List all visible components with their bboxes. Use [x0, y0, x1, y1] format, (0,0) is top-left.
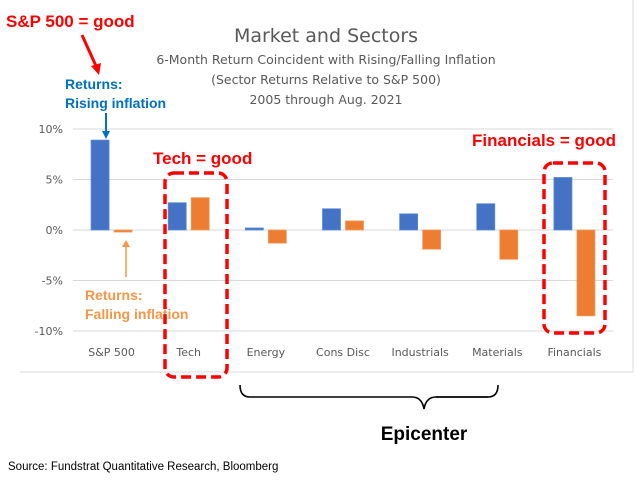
- source-note: Source: Fundstrat Quantitative Research,…: [8, 461, 279, 473]
- red-arrow-icon: [80, 34, 101, 75]
- bar-falling-industrials: [422, 229, 442, 250]
- financials-highlight-box: [542, 161, 607, 335]
- bar-rising-industrials: [399, 213, 419, 231]
- bar-falling-s-p-500: [113, 229, 133, 233]
- bar-rising-energy: [244, 227, 264, 231]
- x-tick-label: Materials: [472, 346, 523, 359]
- epicenter-brace: [239, 384, 499, 410]
- orange-arrow-up-icon: [122, 240, 130, 277]
- financials-good-annotation: Financials = good: [472, 131, 616, 150]
- x-tick-label: Industrials: [391, 346, 449, 359]
- x-tick-label: Financials: [547, 346, 601, 359]
- x-tick-label: S&P 500: [88, 346, 135, 359]
- bar-rising-materials: [476, 203, 496, 231]
- y-tick-label: 0%: [46, 224, 63, 237]
- x-tick-label: Tech: [175, 346, 201, 359]
- rising-inflation-label-1: Returns:: [65, 76, 123, 92]
- tech-highlight-box: [163, 171, 229, 379]
- bar-falling-financials: [576, 229, 596, 317]
- x-axis-ticks: S&P 500 Tech Energy Cons Disc Industrials Mat…: [88, 346, 601, 359]
- epicenter-label: Epicenter: [381, 424, 468, 445]
- bar-rising-tech: [167, 202, 187, 231]
- sp500-good-annotation: S&P 500 = good: [6, 12, 135, 31]
- x-tick-label: Cons Disc: [316, 346, 370, 359]
- bar-falling-tech: [190, 197, 210, 231]
- falling-inflation-label-1: Returns:: [85, 287, 143, 303]
- bar-rising-financials: [553, 177, 573, 231]
- x-tick-label: Energy: [247, 346, 286, 359]
- chart-subtitle-2: (Sector Returns Relative to S&P 500): [211, 72, 441, 87]
- blue-arrow-down-icon: [102, 113, 110, 139]
- bar-falling-materials: [499, 229, 519, 260]
- y-axis-ticks: 10% 5% 0% -5% -10%: [35, 123, 63, 338]
- bar-falling-energy: [267, 229, 287, 244]
- bar-rising-cons-disc: [322, 208, 341, 231]
- y-tick-label: -10%: [35, 325, 63, 338]
- bar-rising-s-p-500: [90, 139, 110, 231]
- chart-subtitle-3: 2005 through Aug. 2021: [249, 92, 402, 107]
- falling-inflation-label-2: Falling inflation: [85, 306, 188, 322]
- chart-subtitle-1: 6-Month Return Coincident with Rising/Fa…: [156, 52, 495, 67]
- tech-good-annotation: Tech = good: [153, 149, 252, 168]
- chart-title: Market and Sectors: [234, 25, 418, 47]
- y-tick-label: 5%: [46, 174, 63, 187]
- rising-inflation-label-2: Rising inflation: [65, 95, 166, 111]
- bars: [90, 139, 596, 317]
- y-tick-label: 10%: [39, 123, 63, 136]
- gridlines: [73, 128, 613, 332]
- y-tick-label: -5%: [42, 275, 63, 288]
- bar-falling-cons-disc: [345, 220, 364, 231]
